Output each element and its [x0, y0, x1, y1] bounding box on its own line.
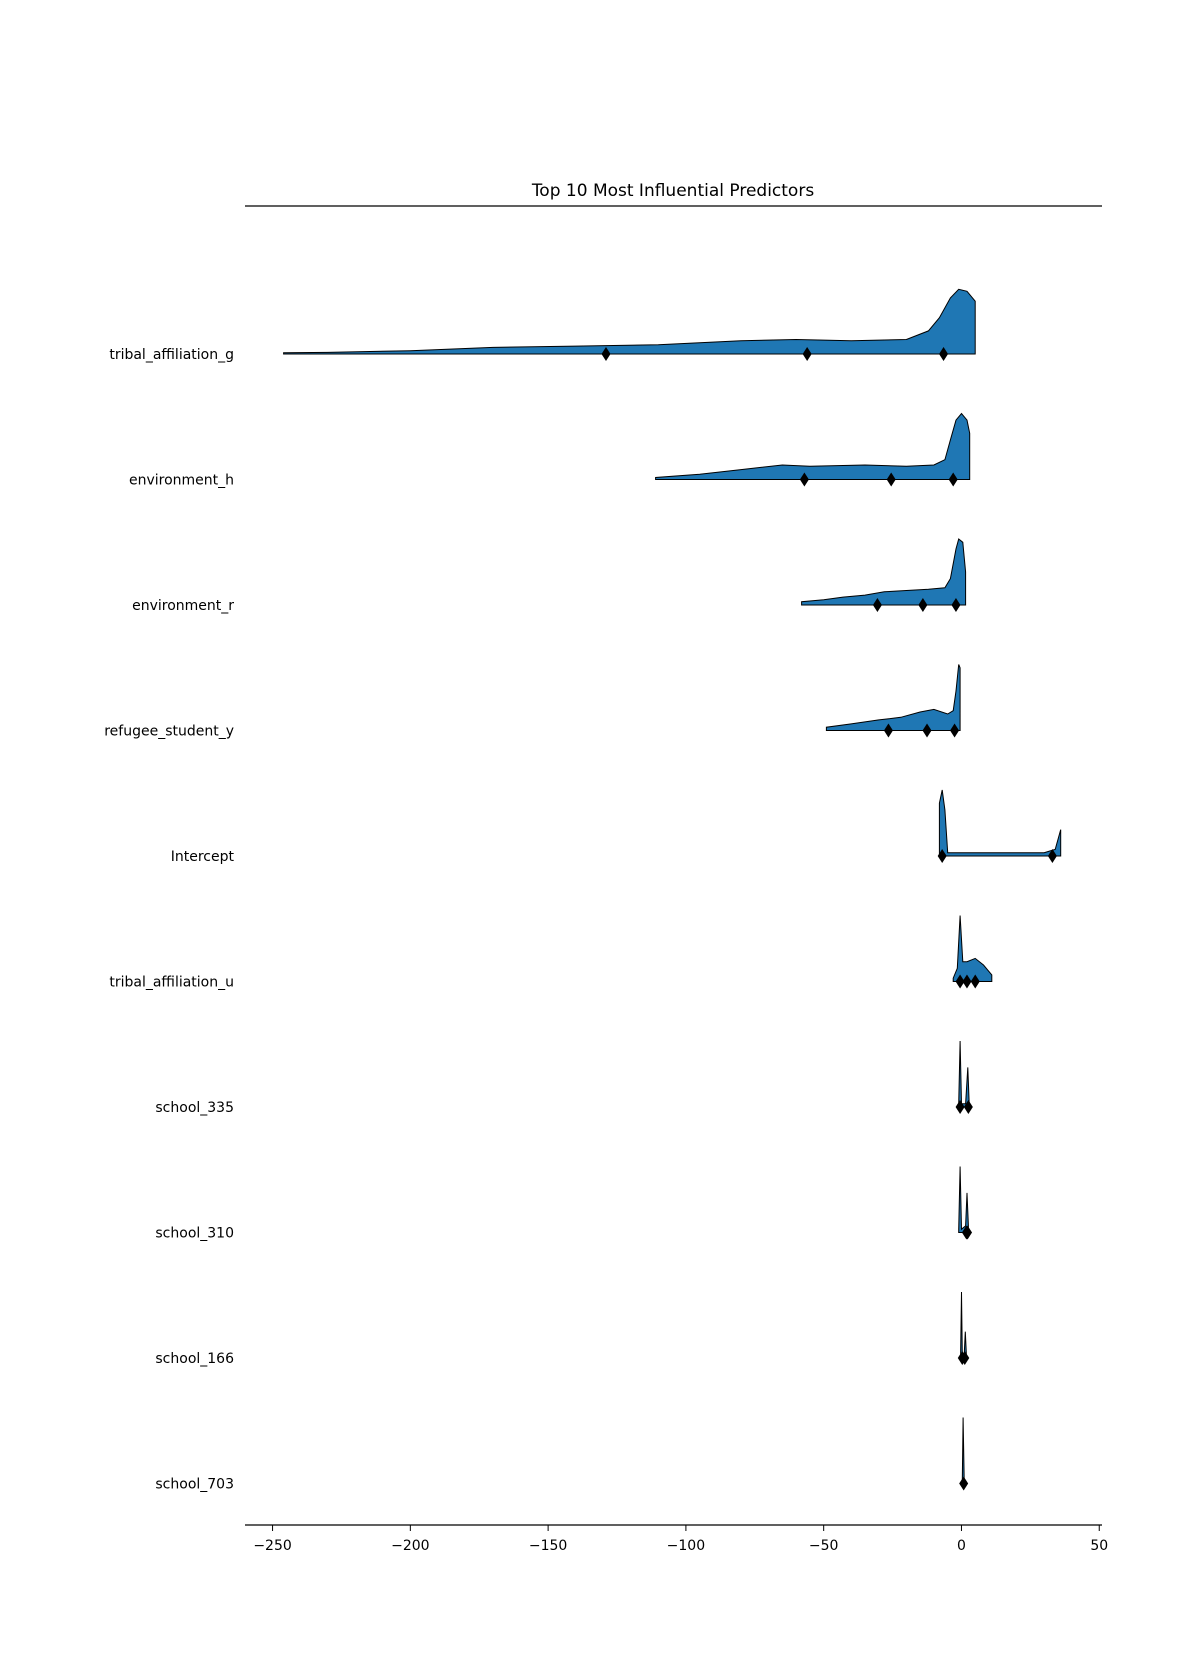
- ridge-outline-refugee-student-y: [825, 664, 961, 731]
- quantile-marker-environment-h-1: [799, 472, 809, 487]
- row-label-tribal-affiliation-g: tribal_affiliation_g: [109, 347, 234, 363]
- row-labels-layer: tribal_affiliation_g environment_henviron…: [104, 347, 234, 1493]
- quantile-marker-environment-r-1: [872, 598, 882, 612]
- quantile-marker-environment-h-2: [886, 472, 896, 487]
- ridge-area-environment-r: [801, 539, 966, 605]
- quantile-marker-environment-r-3: [951, 598, 961, 612]
- quantile-marker-school-335-2: [963, 1100, 973, 1114]
- x-axis: −250 −200 −150 −100 −50 0 50: [245, 1524, 1108, 1554]
- quantile-marker-school-166-2: [960, 1351, 970, 1365]
- ridge-outline-tribal-affiliation-u: [952, 915, 993, 982]
- x-tick-label: −150: [529, 1538, 567, 1554]
- ridge-area-refugee-student-y: [826, 664, 961, 731]
- quantile-marker-refugee-student-y-3: [950, 723, 960, 738]
- ridge-area-tribal-affiliation-u: [953, 915, 992, 982]
- ridge-outline-intercept: [938, 789, 1062, 857]
- x-tick-label: −50: [809, 1538, 839, 1554]
- x-tick-label: 50: [1090, 1538, 1108, 1554]
- ridges-layer: [283, 288, 1062, 1491]
- chart-title: Top 10 Most Influential Predictors: [531, 181, 815, 201]
- quantile-marker-school-335-1: [955, 1100, 965, 1114]
- quantile-marker-tribal-affiliation-u-2: [962, 974, 972, 989]
- row-label-intercept: Intercept: [171, 849, 235, 865]
- row-label-school-166: school_166: [155, 1351, 234, 1367]
- quantile-marker-tribal-affiliation-u-1: [955, 974, 965, 989]
- ridge-outline-tribal-affiliation-g: [283, 288, 976, 355]
- ridge-area-intercept: [939, 790, 1061, 856]
- quantile-marker-environment-r-2: [918, 598, 928, 612]
- quantile-marker-environment-h-3: [948, 472, 958, 487]
- quantile-marker-refugee-student-y-1: [883, 723, 893, 738]
- row-label-tribal-affiliation-u: tribal_affiliation_u: [109, 975, 234, 991]
- x-tick-label: −250: [253, 1538, 291, 1554]
- row-label-refugee-student-y: refugee_student_y: [104, 724, 234, 740]
- quantile-marker-intercept-2: [1047, 849, 1057, 863]
- quantile-marker-refugee-student-y-2: [922, 723, 932, 738]
- quantile-marker-school-310-2: [963, 1225, 973, 1240]
- quantile-marker-tribal-affiliation-g-2: [802, 347, 812, 361]
- quantile-marker-school-703-1: [959, 1476, 969, 1491]
- x-tick-label: 0: [957, 1538, 966, 1554]
- ridge-outline-environment-r: [801, 538, 967, 606]
- row-label-environment-r: environment_r: [132, 598, 234, 614]
- x-tick-label: −200: [391, 1538, 429, 1554]
- row-label-school-310: school_310: [155, 1226, 234, 1242]
- ridge-outline-environment-h: [655, 412, 971, 480]
- quantile-marker-tribal-affiliation-g-1: [601, 347, 611, 361]
- row-label-school-703: school_703: [155, 1477, 234, 1493]
- row-label-environment-h: environment_h: [129, 473, 234, 489]
- quantile-marker-tribal-affiliation-g-3: [939, 347, 949, 361]
- ridge-area-tribal-affiliation-g: [283, 289, 976, 354]
- x-tick-label: −100: [667, 1538, 705, 1554]
- row-label-school-335: school_335: [155, 1100, 234, 1116]
- quantile-marker-tribal-affiliation-u-3: [970, 974, 980, 989]
- quantile-marker-intercept-1: [937, 849, 947, 863]
- ridge-area-environment-h: [655, 413, 970, 480]
